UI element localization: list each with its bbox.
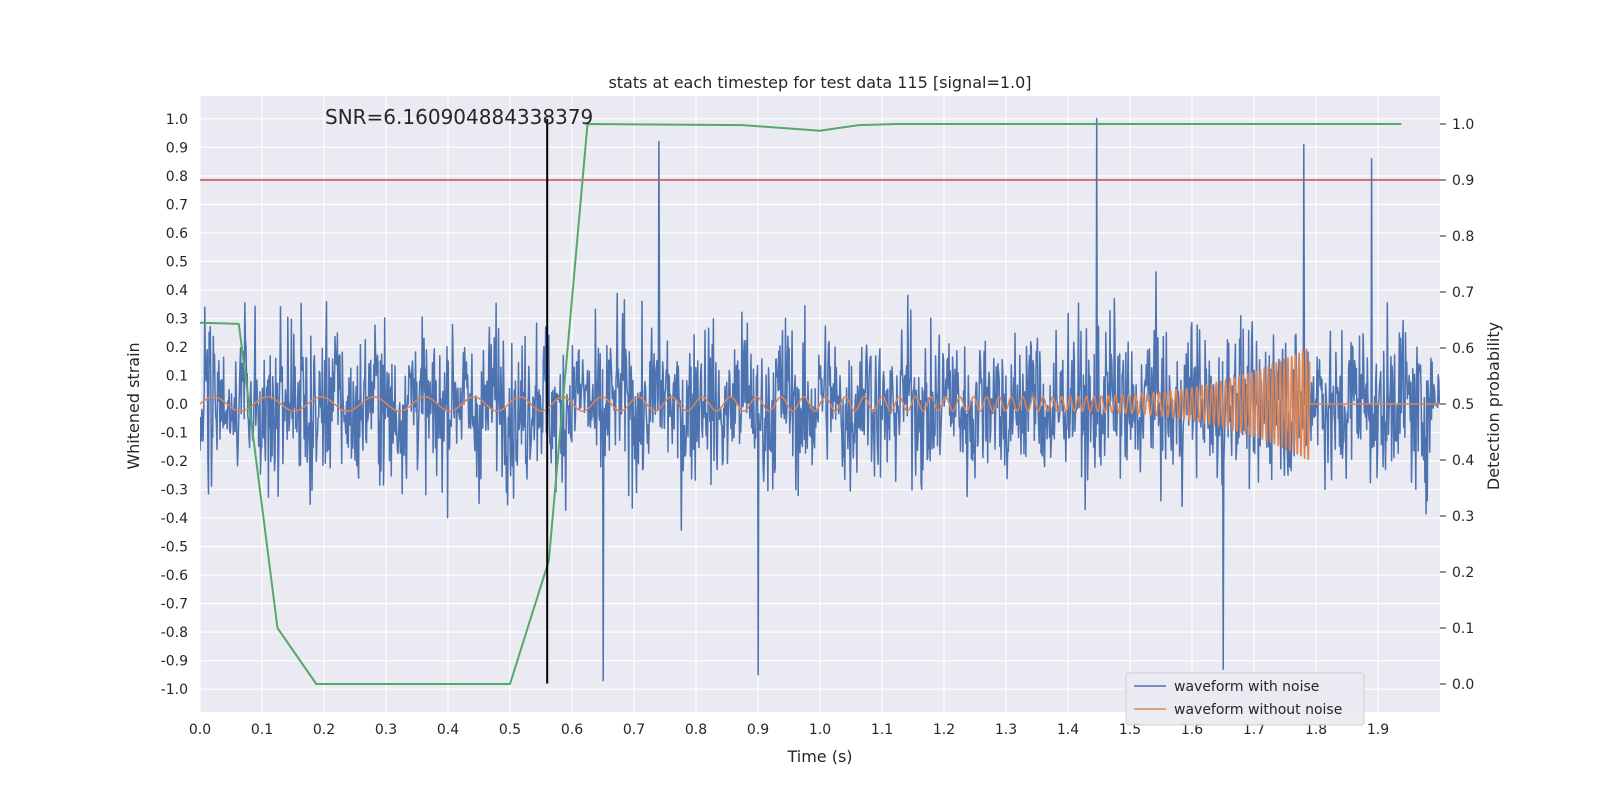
y-left-tick-label: -0.5 [161, 540, 188, 556]
x-tick-label: 1.6 [1181, 722, 1203, 738]
x-tick-label: 0.6 [561, 722, 583, 738]
y-right-tick-label: 1.0 [1452, 117, 1474, 133]
snr-annotation: SNR=6.160904884338379 [325, 105, 593, 129]
y-right-tick-label: 0.9 [1452, 173, 1474, 189]
y-left-tick-label: -0.2 [161, 454, 188, 470]
plot-content [200, 118, 1440, 685]
x-tick-label: 0.1 [251, 722, 273, 738]
y-right-tick-label: 0.4 [1452, 453, 1474, 469]
y-axis-right-ticks: 1.0 0.9 0.8 0.7 0.6 0.5 0.4 0.3 0.2 0.1 0.0 [1440, 117, 1474, 693]
y-left-tick-label: -0.9 [161, 654, 188, 670]
x-tick-label: 0.5 [499, 722, 521, 738]
y-left-tick-label: 0.8 [166, 169, 188, 185]
y-left-tick-label: 0.7 [166, 197, 188, 213]
y-right-tick-label: 0.7 [1452, 285, 1474, 301]
x-tick-label: 1.9 [1367, 722, 1389, 738]
y-left-tick-label: -0.7 [161, 597, 188, 613]
x-tick-label: 0.3 [375, 722, 397, 738]
y-right-tick-label: 0.6 [1452, 341, 1474, 357]
x-tick-label: 0.0 [189, 722, 211, 738]
y-left-tick-label: 0.3 [166, 311, 188, 327]
x-axis-label: Time (s) [786, 747, 852, 766]
x-tick-label: 0.4 [437, 722, 459, 738]
y-right-tick-label: 0.2 [1452, 565, 1474, 581]
y-right-tick-label: 0.0 [1452, 677, 1474, 693]
y-right-tick-label: 0.5 [1452, 397, 1474, 413]
y-left-tick-label: -1.0 [161, 682, 188, 698]
y-left-tick-label: 0.0 [166, 397, 188, 413]
y-left-tick-label: 0.4 [166, 283, 188, 299]
y-axis-left-ticks: 1.0 0.9 0.8 0.7 0.6 0.5 0.4 0.3 0.2 0.1 0.0 -0.1 -0.… [161, 112, 188, 698]
x-tick-label: 1.0 [809, 722, 831, 738]
legend-label-clean: waveform without noise [1174, 702, 1342, 718]
y-left-tick-label: 1.0 [166, 112, 188, 128]
legend: waveform with noise waveform without noi… [1125, 672, 1365, 726]
y-left-tick-label: -0.8 [161, 625, 188, 641]
x-tick-label: 1.4 [1057, 722, 1079, 738]
x-tick-label: 0.9 [747, 722, 769, 738]
series-waveform-without-noise [200, 348, 1440, 461]
x-tick-label: 1.2 [933, 722, 955, 738]
y-left-tick-label: 0.6 [166, 226, 188, 242]
series-detection-probability [200, 123, 1402, 685]
y-right-tick-label: 0.1 [1452, 621, 1474, 637]
x-tick-label: 1.1 [871, 722, 893, 738]
legend-label-noise: waveform with noise [1174, 679, 1319, 695]
x-tick-label: 1.7 [1243, 722, 1265, 738]
y-axis-left-label: Whitened strain [124, 342, 143, 469]
y-left-tick-label: 0.9 [166, 140, 188, 156]
y-left-tick-label: 0.1 [166, 368, 188, 384]
x-tick-label: 1.5 [1119, 722, 1141, 738]
x-axis-ticks: 0.0 0.1 0.2 0.3 0.4 0.5 0.6 0.7 0.8 0.9 1.0 1.1 1.2 1… [189, 722, 1389, 738]
x-tick-label: 1.3 [995, 722, 1017, 738]
chart-title: stats at each timestep for test data 115… [608, 73, 1031, 92]
y-left-tick-label: 0.2 [166, 340, 188, 356]
y-right-tick-label: 0.8 [1452, 229, 1474, 245]
x-tick-label: 0.7 [623, 722, 645, 738]
x-tick-label: 1.8 [1305, 722, 1327, 738]
y-left-tick-label: -0.3 [161, 483, 188, 499]
y-axis-right-label: Detection probability [1484, 322, 1503, 490]
x-tick-label: 0.8 [685, 722, 707, 738]
y-left-tick-label: 0.5 [166, 254, 188, 270]
x-tick-label: 0.2 [313, 722, 335, 738]
y-left-tick-label: -0.1 [161, 426, 188, 442]
y-left-tick-label: -0.4 [161, 511, 188, 527]
y-left-tick-label: -0.6 [161, 568, 188, 584]
y-right-tick-label: 0.3 [1452, 509, 1474, 525]
legend-box [1125, 672, 1365, 726]
